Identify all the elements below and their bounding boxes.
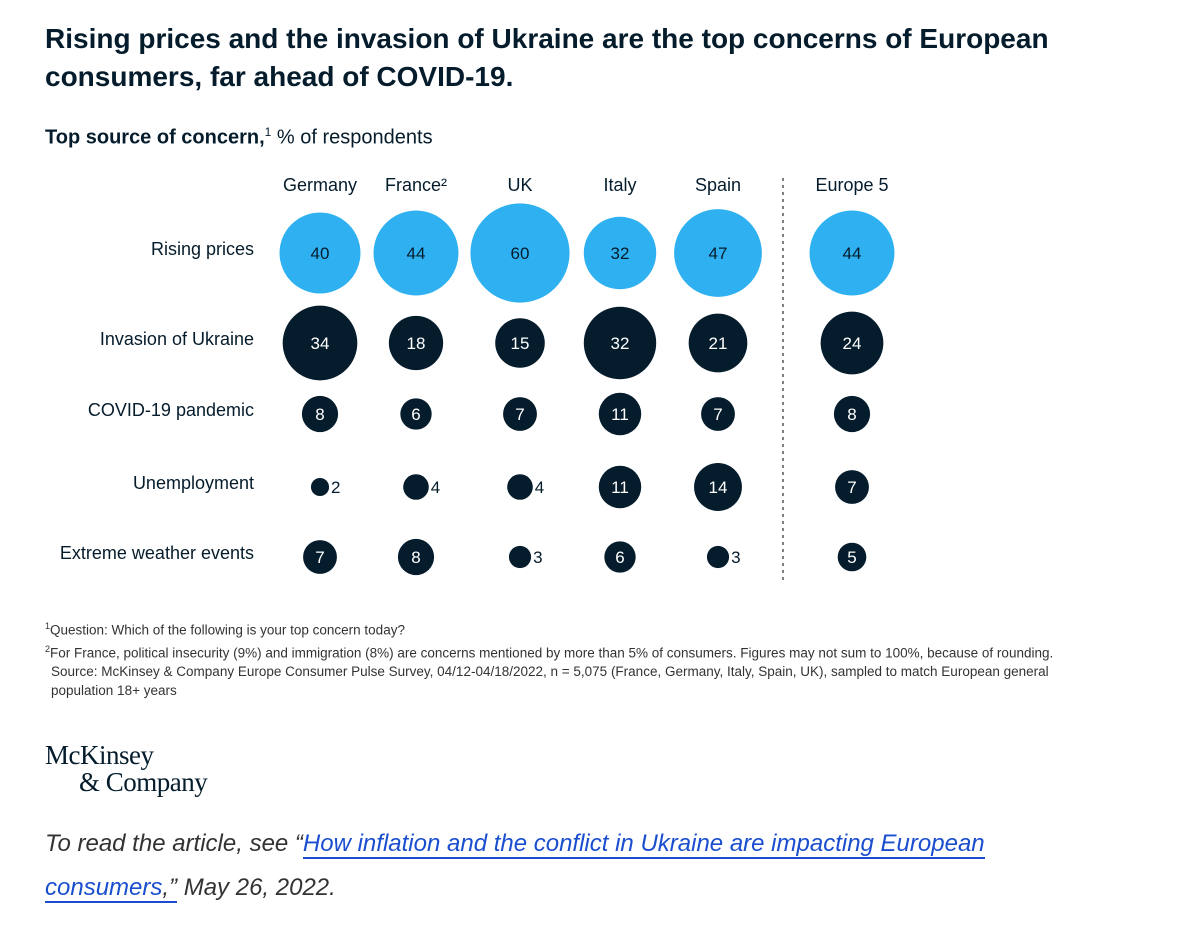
bubble-value-label: 40 bbox=[311, 244, 330, 263]
bubble-value-label: 44 bbox=[407, 244, 426, 263]
bubble bbox=[688, 313, 748, 373]
bubble-chart: Germany France² UK Italy Spain Europe 5 Rising… bbox=[60, 175, 895, 580]
footnotes: 1Question: Which of the following is you… bbox=[45, 617, 1105, 700]
bubble bbox=[706, 545, 730, 569]
article-link-text[interactable]: How inflation and the conflict in Ukrain… bbox=[45, 830, 985, 901]
subtitle-footnote-mark: 1 bbox=[264, 125, 272, 139]
bubble-value-label: 47 bbox=[709, 244, 728, 263]
bubble-value-label: 21 bbox=[709, 334, 728, 353]
footnote-2: 2For France, political insecurity (9%) a… bbox=[45, 643, 1054, 661]
bubble bbox=[279, 212, 361, 294]
bubble-value-label: 60 bbox=[511, 244, 530, 263]
column-header: Spain bbox=[695, 175, 741, 195]
bubble-value-label: 15 bbox=[511, 334, 530, 353]
article-reference: To read the article, see “How inflation … bbox=[45, 822, 1105, 910]
chart-subtitle: Top source of concern,1 % of respondents bbox=[45, 125, 433, 150]
bubble-value-label: 11 bbox=[611, 478, 629, 497]
article-prefix: To read the article, see “ bbox=[45, 830, 303, 857]
chart-title: Rising prices and the invasion of Ukrain… bbox=[45, 23, 1049, 92]
footnote-1: 1Question: Which of the following is you… bbox=[45, 621, 405, 638]
row-label: Extreme weather events bbox=[60, 543, 254, 563]
bubble-value-label: 32 bbox=[611, 244, 630, 263]
column-header: UK bbox=[507, 175, 532, 195]
bubble bbox=[833, 395, 871, 433]
bubble bbox=[400, 398, 432, 430]
article-date: May 26, 2022. bbox=[177, 874, 336, 901]
bubble-value-label: 8 bbox=[847, 405, 856, 424]
bubble bbox=[583, 216, 657, 290]
bubble bbox=[835, 470, 869, 504]
bubble bbox=[403, 474, 429, 500]
bubble-value-label: 3 bbox=[533, 548, 542, 567]
bubble-value-label: 18 bbox=[407, 334, 426, 353]
bubble-value-label: 4 bbox=[535, 478, 544, 497]
bubble-value-label: 7 bbox=[847, 478, 856, 497]
subtitle-unit: % of respondents bbox=[271, 126, 433, 149]
bubble-value-label: 6 bbox=[615, 548, 624, 567]
row-label: COVID-19 pandemic bbox=[88, 400, 254, 420]
bubble bbox=[604, 541, 636, 573]
bubble bbox=[701, 397, 735, 431]
bubble bbox=[388, 315, 444, 371]
subtitle-bold: Top source of concern, bbox=[45, 126, 265, 149]
bubble bbox=[373, 210, 459, 296]
bubble bbox=[301, 395, 339, 433]
bubble-value-label: 32 bbox=[611, 334, 630, 353]
bubble bbox=[508, 545, 532, 569]
bubble-value-label: 4 bbox=[431, 478, 440, 497]
column-header: Italy bbox=[603, 175, 636, 195]
row-label: Rising prices bbox=[151, 239, 254, 259]
bubble bbox=[303, 540, 337, 574]
source-note: Source: McKinsey & Company Europe Consum… bbox=[51, 664, 1049, 698]
bubble-value-label: 44 bbox=[843, 244, 862, 263]
bubble bbox=[397, 538, 435, 576]
row-label: Unemployment bbox=[133, 473, 254, 493]
bubble-value-label: 34 bbox=[311, 334, 330, 353]
bubble-value-label: 11 bbox=[611, 405, 629, 424]
bubble-value-label: 8 bbox=[315, 405, 324, 424]
bubble-value-label: 14 bbox=[709, 478, 728, 497]
bubble bbox=[837, 542, 867, 572]
bubble-value-label: 6 bbox=[411, 405, 420, 424]
bubble bbox=[598, 392, 642, 436]
bubble bbox=[470, 203, 570, 303]
bubble-value-label: 3 bbox=[731, 548, 740, 567]
bubble bbox=[583, 306, 657, 380]
column-header: Europe 5 bbox=[815, 175, 888, 195]
bubble-value-label: 7 bbox=[713, 405, 722, 424]
bubble bbox=[820, 311, 884, 375]
bubble-value-label: 24 bbox=[843, 334, 862, 353]
bubble-value-label: 7 bbox=[515, 405, 524, 424]
bubble bbox=[310, 477, 330, 497]
bubble bbox=[674, 209, 762, 297]
mckinsey-logo: McKinsey & Company bbox=[45, 740, 208, 797]
bubble bbox=[598, 465, 642, 509]
column-header: Germany bbox=[283, 175, 357, 195]
bubble bbox=[507, 474, 533, 500]
bubble-value-label: 2 bbox=[331, 478, 340, 497]
bubble-value-label: 5 bbox=[847, 548, 856, 567]
bubble bbox=[495, 318, 545, 368]
bubble bbox=[694, 463, 742, 511]
bubble-value-label: 8 bbox=[411, 548, 420, 567]
row-label: Invasion of Ukraine bbox=[100, 329, 254, 349]
bubble bbox=[503, 397, 537, 431]
bubble bbox=[809, 210, 895, 296]
bubble-value-label: 7 bbox=[315, 548, 324, 567]
bubble bbox=[282, 305, 358, 381]
column-header: France² bbox=[385, 175, 447, 195]
article-link[interactable]: How inflation and the conflict in Ukrain… bbox=[45, 830, 985, 903]
